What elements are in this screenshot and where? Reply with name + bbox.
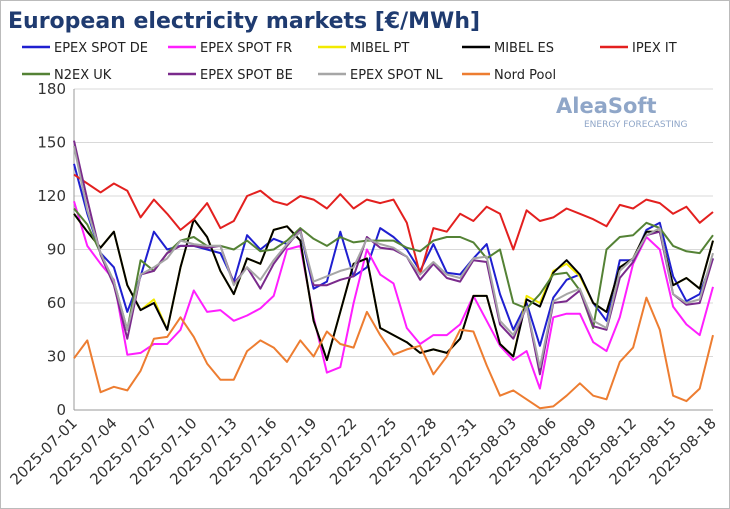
y-tick-label: 60 bbox=[47, 294, 66, 312]
legend-label: MIBEL PT bbox=[350, 41, 409, 56]
series-line bbox=[73, 145, 714, 369]
y-tick-label: 120 bbox=[37, 187, 66, 205]
series-line bbox=[73, 173, 714, 276]
legend-label: IPEX IT bbox=[632, 41, 677, 56]
y-tick-label: 0 bbox=[56, 401, 66, 419]
legend-label: EPEX SPOT DE bbox=[54, 41, 148, 56]
legend-label: EPEX SPOT NL bbox=[350, 68, 443, 83]
legend-label: Nord Pool bbox=[494, 68, 556, 83]
legend-label: EPEX SPOT FR bbox=[200, 41, 292, 56]
y-tick-label: 180 bbox=[37, 80, 66, 98]
y-tick-label: 30 bbox=[47, 348, 66, 366]
series-line bbox=[73, 140, 714, 376]
legend-label: N2EX UK bbox=[54, 68, 112, 83]
series-line bbox=[73, 296, 714, 410]
chart-title: European electricity markets [€/MWh] bbox=[8, 9, 480, 34]
y-tick-label: 150 bbox=[37, 134, 66, 152]
watermark-tagline: ENERGY FORECASTING bbox=[584, 120, 687, 130]
y-tick-label: 90 bbox=[47, 241, 66, 259]
series-line bbox=[73, 201, 714, 390]
legend-label: EPEX SPOT BE bbox=[200, 68, 293, 83]
watermark-name: AleaSoft bbox=[556, 94, 657, 118]
series-line bbox=[73, 213, 714, 362]
legend-label: MIBEL ES bbox=[494, 41, 554, 56]
